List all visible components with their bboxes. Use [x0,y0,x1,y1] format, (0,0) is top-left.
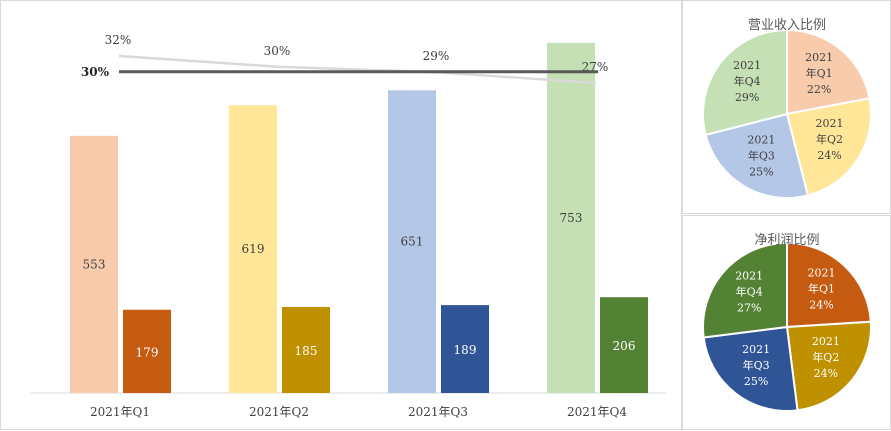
bar-profit-label-3: 189 [454,343,477,357]
revenue-pie-slice-1 [786,28,871,116]
revenue-pie-slice-label-4-line-3: 29% [735,91,759,104]
bar-profit-1 [123,309,171,393]
bar-profit-3 [441,305,489,393]
profit-share-pie-panel: 2021 年Q1 24% 2021 年Q2 24% 2021 年Q3 25% 2021 年Q4 27%… [682,215,891,430]
profit-pie-slice-4 [702,241,788,339]
bar-profit-4 [600,297,648,393]
bar-revenue-label-1: 553 [83,257,106,271]
x-tick-label-3: 2021年Q3 [408,405,468,419]
revenue-pie-slice-label-2-line-3: 24% [817,149,841,162]
share-trend-line [118,54,597,85]
share-trend-label-2: 30% [264,44,291,58]
profit-pie-slice-label-3-line-2: 年Q3 [743,358,770,372]
profit-pie-slice-1 [786,241,872,329]
bar-revenue-4 [547,42,595,393]
bar-revenue-label-4: 753 [560,211,583,225]
bar-revenue-label-3: 651 [401,235,424,249]
revenue-pie-slice-3 [704,112,810,199]
share-trend-label-3: 29% [423,49,450,63]
x-tick-label-2: 2021年Q2 [249,405,309,419]
revenue-share-pie-panel: 2021 年Q1 22% 2021 年Q2 24% 2021 年Q3 25% 2021 年Q4 29%… [682,0,891,214]
reference-line-label: 30% [81,65,110,79]
revenue-share-pie: 2021 年Q1 22% 2021 年Q2 24% 2021 年Q3 25% 2021 年Q4 29%… [702,18,872,199]
revenue-pie-slice-label-3-line-1: 2021 [747,133,775,146]
revenue-pie-slice-label-1-line-1: 2021 [805,51,833,64]
bar-line-chart: 553 179 2021年Q1 619 185 2021年Q2 651 189 2021年Q3 7… [31,33,666,419]
revenue-pie-slice-label-4-line-2: 年Q4 [734,74,761,88]
profit-pie-slice-label-1-line-3: 24% [809,298,833,311]
profit-pie-slice-label-2-line-1: 2021 [812,335,840,348]
bar-line-chart-panel: 553 179 2021年Q1 619 185 2021年Q2 651 189 2021年Q3 7… [0,0,682,430]
revenue-pie-slice-label-1-line-3: 22% [807,83,831,96]
profit-pie-slice-label-4-line-2: 年Q4 [736,285,763,299]
bar-revenue-label-2: 619 [242,242,265,256]
bar-revenue-1 [70,135,118,394]
bar-revenue-3 [388,90,436,393]
revenue-pie-title: 营业收入比例 [748,18,826,33]
revenue-pie-slice-2 [785,97,872,197]
x-tick-label-4: 2021年Q4 [567,405,627,419]
revenue-pie-slice-label-1-line-2: 年Q1 [806,66,833,80]
profit-pie-slice-label-3-line-1: 2021 [742,343,770,356]
profit-pie-slice-label-4-line-1: 2021 [735,270,763,283]
profit-share-pie: 2021 年Q1 24% 2021 年Q2 24% 2021 年Q3 25% 2021 年Q4 27%… [702,233,872,412]
bar-profit-label-2: 185 [295,344,318,358]
revenue-pie-slice-label-4-line-1: 2021 [733,59,761,72]
bar-profit-label-1: 179 [136,345,159,359]
bar-profit-label-4: 206 [613,339,636,353]
revenue-pie-slice-label-3-line-2: 年Q3 [748,148,775,162]
bar-profit-2 [282,306,330,393]
revenue-pie-slice-label-3-line-3: 25% [749,165,773,178]
profit-pie-slice-label-2-line-3: 24% [814,367,838,380]
revenue-pie-slice-label-2-line-2: 年Q2 [816,132,843,146]
x-tick-label-1: 2021年Q1 [90,405,150,419]
revenue-pie-slice-4 [702,28,788,137]
profit-pie-slice-label-2-line-2: 年Q2 [812,350,839,364]
share-trend-label-1: 32% [105,33,132,47]
profit-pie-slice-2 [785,320,872,412]
profit-pie-title: 净利润比例 [754,233,819,248]
profit-pie-slice-label-1-line-2: 年Q1 [808,281,835,295]
bar-revenue-2 [229,105,277,393]
profit-pie-slice-3 [702,325,799,412]
profit-pie-slice-label-4-line-3: 27% [737,302,761,315]
profit-pie-slice-label-3-line-3: 25% [744,375,768,388]
revenue-pie-slice-label-2-line-1: 2021 [816,117,844,130]
profit-pie-slice-label-1-line-1: 2021 [808,266,836,279]
